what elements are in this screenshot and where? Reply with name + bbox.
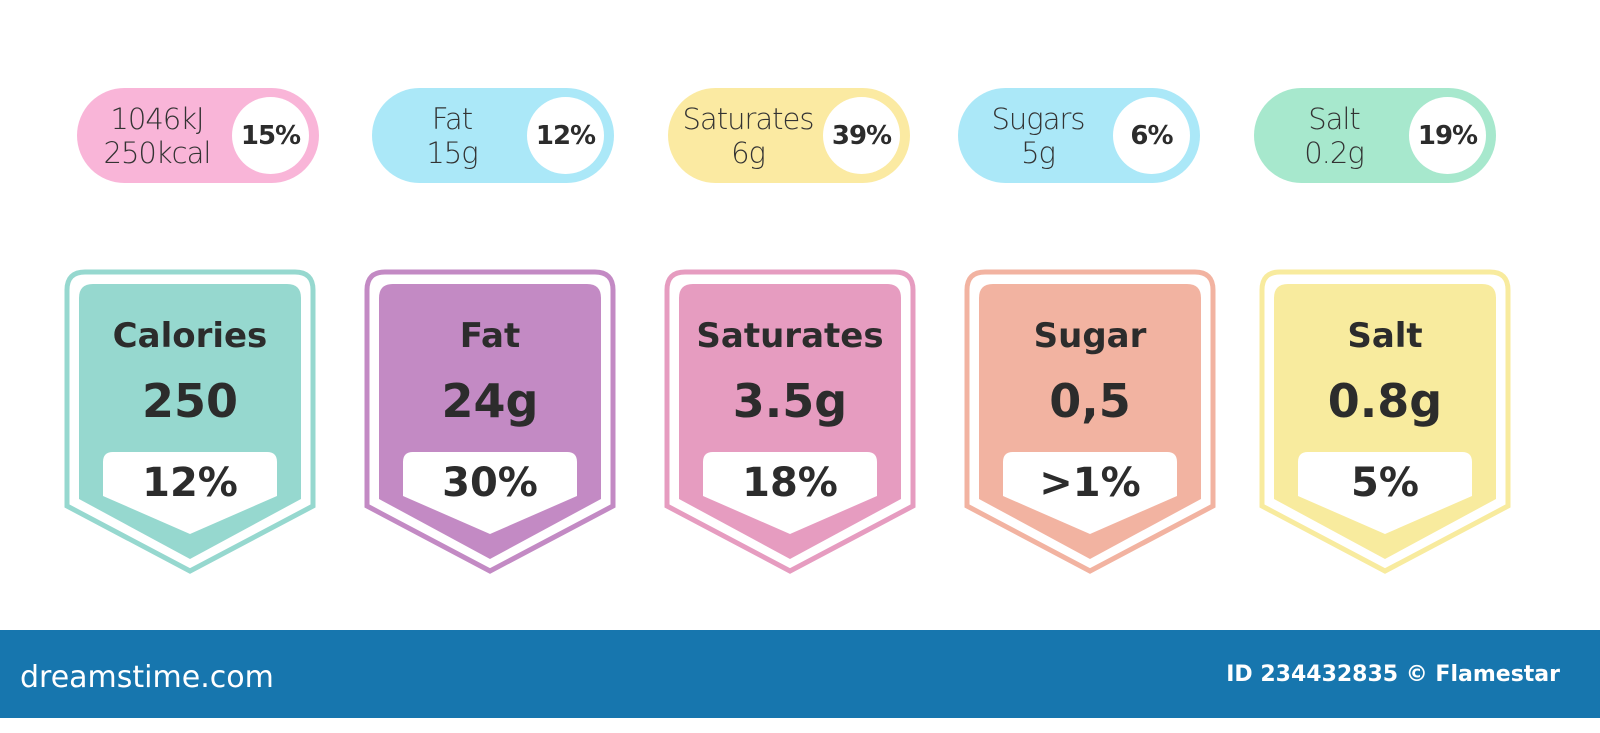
nutrient-shield: Calories 250 12%: [63, 268, 317, 575]
nutrient-shield: Salt 0.8g 5%: [1258, 268, 1512, 575]
dreamstime-logo: dreamstime.com: [20, 660, 274, 695]
pill-percent: 39%: [823, 97, 900, 174]
shield-title: Fat: [459, 316, 521, 356]
pill-line1: Sugars: [991, 102, 1086, 136]
nutrient-shield: Saturates 3.5g 18%: [663, 268, 917, 575]
shield-percent: >1%: [1039, 460, 1141, 506]
shield-shape: [664, 269, 916, 574]
nutrient-pill: Salt 0.2g 19%: [1254, 88, 1496, 183]
nutrient-pill: Saturates 6g 39%: [668, 88, 910, 183]
pill-amount: Salt 0.2g: [1254, 102, 1414, 170]
shield-percent: 30%: [442, 460, 538, 506]
pill-amount: 1046kJ 250kcal: [77, 102, 237, 170]
nutrient-shield: Fat 24g 30%: [363, 268, 617, 575]
image-id: ID 234432835 © Flamestar: [1226, 662, 1560, 687]
shield-title: Saturates: [696, 316, 884, 356]
shield-percent: 5%: [1351, 460, 1419, 506]
pill-line1: Salt: [1308, 102, 1361, 136]
shield-shape: [364, 269, 616, 574]
pill-line2: 0.2g: [1304, 136, 1365, 170]
nutrient-pill: 1046kJ 250kcal 15%: [77, 88, 319, 183]
pill-line2: 6g: [731, 136, 766, 170]
shield-percent: 12%: [142, 460, 238, 506]
shield-shape: [1259, 269, 1511, 574]
pill-line2: 5g: [1021, 136, 1056, 170]
shield-shape: [964, 269, 1216, 574]
pill-percent: 19%: [1409, 97, 1486, 174]
pill-line1: 1046kJ: [110, 102, 204, 136]
shield-title: Sugar: [1033, 316, 1147, 356]
pill-line1: Fat: [431, 102, 473, 136]
shield-value: 0,5: [1049, 374, 1131, 428]
pill-line2: 250kcal: [103, 136, 212, 170]
pill-percent: 6%: [1113, 97, 1190, 174]
shield-value: 3.5g: [732, 374, 848, 428]
nutrient-pill: Sugars 5g 6%: [958, 88, 1200, 183]
shield-title: Calories: [112, 316, 268, 356]
pill-amount: Sugars 5g: [958, 102, 1118, 170]
pill-line2: 15g: [426, 136, 478, 170]
watermark-banner: dreamstime.com ID 234432835 © Flamestar: [0, 630, 1600, 718]
shield-percent: 18%: [742, 460, 838, 506]
shield-value: 24g: [441, 374, 539, 428]
pill-amount: Fat 15g: [372, 102, 532, 170]
shield-value: 250: [141, 374, 239, 428]
shield-title: Salt: [1347, 316, 1423, 356]
shield-shape: [64, 269, 316, 574]
pill-line1: Saturates: [682, 102, 815, 136]
shield-value: 0.8g: [1327, 374, 1443, 428]
pill-amount: Saturates 6g: [668, 102, 828, 170]
nutrient-shield: Sugar 0,5 >1%: [963, 268, 1217, 575]
pill-percent: 15%: [232, 97, 309, 174]
pill-percent: 12%: [527, 97, 604, 174]
nutrient-pill: Fat 15g 12%: [372, 88, 614, 183]
